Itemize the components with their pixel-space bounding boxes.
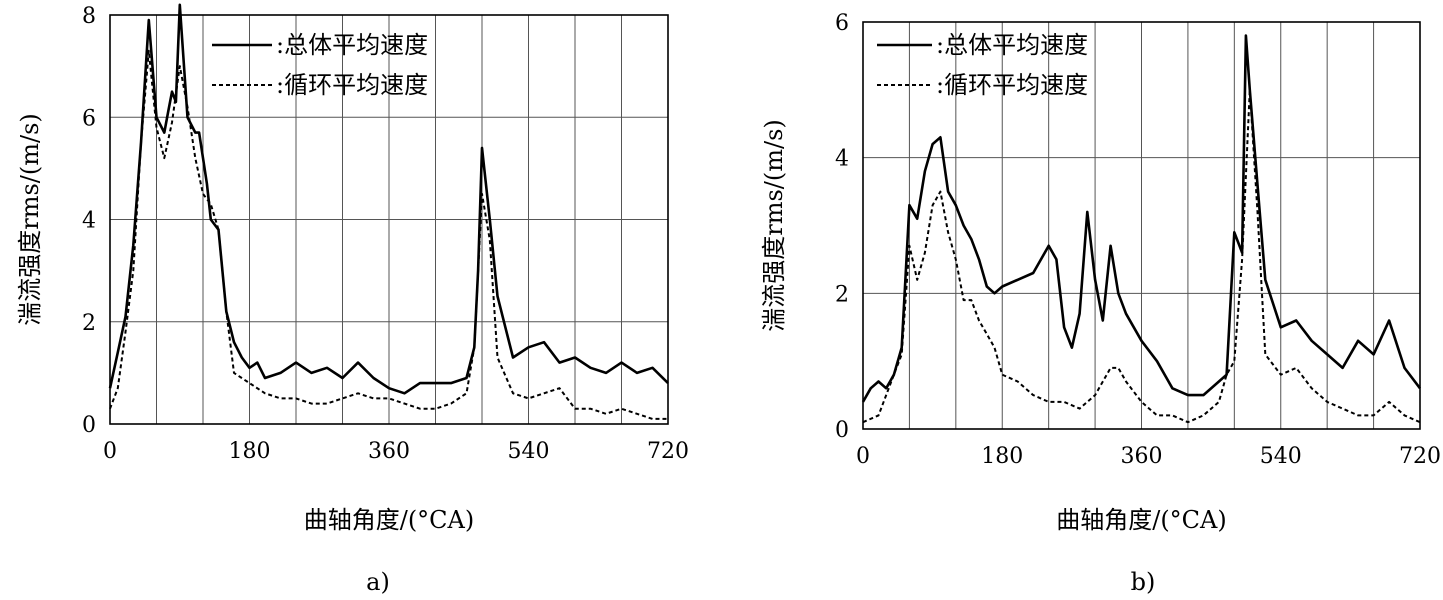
panel-label: b) — [1131, 568, 1156, 596]
legend-label: :循环平均速度 — [276, 71, 428, 99]
y-tick-label: 4 — [82, 209, 96, 234]
y-tick-label: 6 — [835, 11, 849, 36]
x-tick-label: 180 — [981, 444, 1023, 469]
y-tick-label: 6 — [82, 106, 96, 131]
x-axis-label: 曲轴角度/(°CA) — [304, 506, 475, 534]
series-line-cycle-avg — [862, 88, 1421, 424]
x-tick-label: 540 — [1260, 444, 1302, 469]
x-tick-label: 0 — [103, 439, 117, 464]
y-tick-label: 8 — [82, 4, 96, 29]
y-axis-label: 湍流强度rms/(m/s) — [760, 119, 788, 332]
x-axis-label: 曲轴角度/(°CA) — [1056, 506, 1227, 534]
y-tick-label: 0 — [82, 413, 96, 438]
y-tick-label: 2 — [835, 282, 849, 307]
x-tick-label: 720 — [1399, 444, 1441, 469]
series-line-cycle-avg — [109, 49, 668, 420]
plot-frame — [862, 21, 1421, 430]
chart-panel-b: 0 180 360 540 720 0 2 4 6 曲轴角度/(°CA) 湍流强度rms/(m/s)… — [760, 11, 1441, 596]
x-tick-label: 540 — [508, 439, 550, 464]
x-tick-label: 180 — [229, 439, 271, 464]
x-tick-label: 360 — [1121, 444, 1163, 469]
y-tick-label: 4 — [835, 147, 849, 172]
x-tick-label: 360 — [368, 439, 410, 464]
x-tick-label: 720 — [647, 439, 689, 464]
series-line-overall-avg — [108, 3, 669, 395]
y-axis-label: 湍流强度rms/(m/s) — [16, 113, 44, 326]
panel-label: a) — [366, 568, 390, 596]
chart-panel-a: 0 180 360 540 720 0 2 4 6 8 曲轴角度/(°CA) 湍流强度rms/(m/s… — [16, 3, 689, 596]
legend-label: :总体平均速度 — [276, 31, 428, 59]
y-tick-label: 2 — [82, 311, 96, 336]
series-line-overall-avg — [861, 34, 1422, 403]
x-tick-label: 0 — [856, 444, 870, 469]
legend-label: :循环平均速度 — [936, 71, 1088, 99]
y-tick-label: 0 — [835, 418, 849, 443]
plot-frame — [109, 14, 669, 425]
legend-label: :总体平均速度 — [936, 31, 1088, 59]
